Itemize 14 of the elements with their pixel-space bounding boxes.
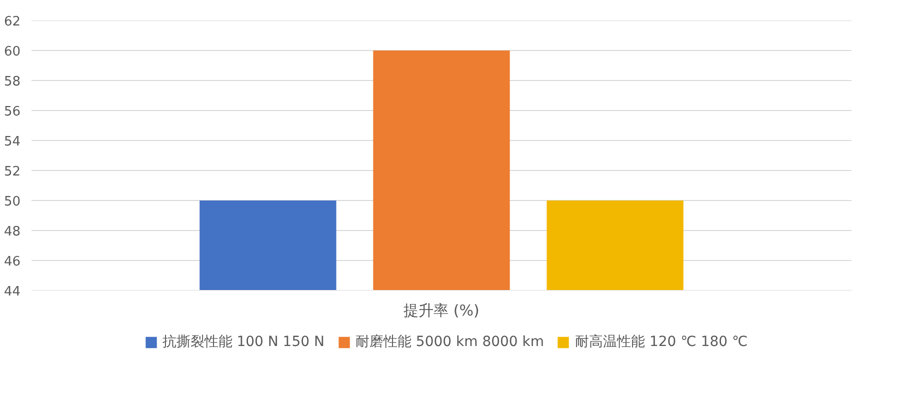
y-tick-label: 44 bbox=[4, 284, 21, 300]
x-tick-label: 提升率 (%) bbox=[404, 302, 480, 320]
y-tick-label: 54 bbox=[4, 134, 21, 150]
legend-label: 抗撕裂性能 100 N 150 N bbox=[162, 333, 324, 351]
y-tick-label: 60 bbox=[4, 44, 21, 60]
legend-label: 耐磨性能 5000 km 8000 km bbox=[355, 333, 544, 351]
y-tick-label: 50 bbox=[4, 194, 21, 210]
y-tick-label: 48 bbox=[4, 224, 21, 240]
y-tick-label: 52 bbox=[4, 164, 21, 180]
y-tick-label: 56 bbox=[4, 104, 21, 120]
y-tick-label: 58 bbox=[4, 74, 21, 90]
y-tick-label: 62 bbox=[4, 14, 21, 30]
y-tick-label: 46 bbox=[4, 254, 21, 270]
legend-label: 耐高温性能 120 ℃ 180 ℃ bbox=[575, 333, 748, 351]
